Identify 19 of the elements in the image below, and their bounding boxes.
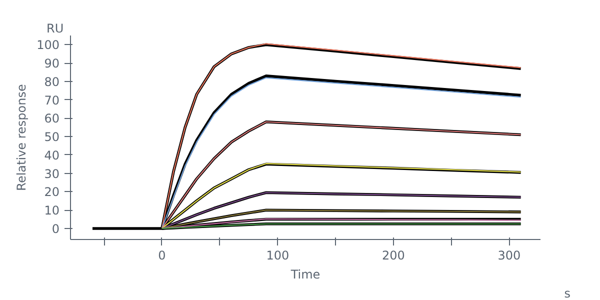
y-axis-title: Relative response [14, 84, 29, 191]
y-tick-label: 30 [44, 166, 60, 181]
text: RU [46, 22, 64, 36]
y-tick-label: 60 [44, 112, 60, 126]
y-tick-label: 50 [44, 130, 60, 144]
x-tick-label: 100 [266, 248, 290, 262]
y-tick-label: 10 [44, 204, 60, 218]
x-tick-label: 300 [498, 248, 521, 262]
y-tick-label: 0 [52, 222, 60, 236]
y-tick-label: 90 [44, 56, 60, 71]
y-tick-label: 70 [44, 93, 60, 108]
y-tick-label: 100 [36, 38, 60, 52]
x-tick-label: 200 [382, 248, 405, 262]
x-axis-title: Time [290, 268, 320, 282]
y-tick-label: 40 [44, 148, 60, 162]
y-tick-label: 80 [44, 74, 60, 89]
y-tick-label: 20 [44, 185, 60, 200]
x-tick-label: 0 [158, 248, 166, 262]
text: s [564, 286, 571, 300]
